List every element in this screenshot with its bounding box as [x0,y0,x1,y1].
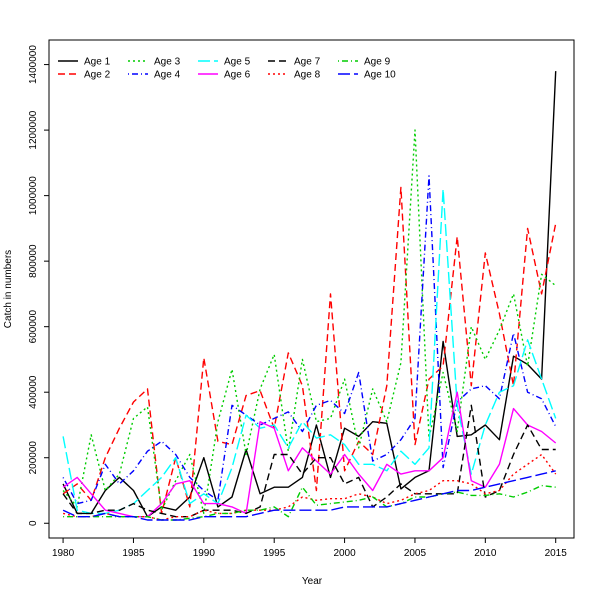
x-axis-label: Year [302,576,323,587]
legend-label: Age 7 [294,57,321,68]
series-line-age-1 [62,71,557,518]
legend-label: Age 5 [224,57,251,68]
y-axis-label: Catch in numbers [3,250,14,328]
x-tick-label: 1985 [122,548,145,559]
series-line-age-3 [62,129,557,515]
series-line-age-7 [62,404,556,518]
series-line-age-10 [62,470,556,521]
y-tick-label: 0 [28,520,39,526]
series-line-age-4 [62,175,557,505]
y-tick-label: 800000 [28,244,39,278]
series-line-age-2 [62,186,557,515]
y-axis: 0 200000 400000 600000 800000 1000000 1200000 1… [28,45,49,526]
plot-frame [48,39,575,539]
x-tick-label: 2000 [333,548,356,559]
legend-label: Age 6 [224,70,251,81]
y-tick-label: 200000 [28,441,39,475]
x-axis: 1980 1985 1990 1995 2000 2005 2010 2015 [52,538,567,559]
legend-label: Age 2 [84,70,111,81]
legend-label: Age 8 [294,70,321,81]
y-tick-label: 400000 [28,375,39,409]
y-tick-label: 1400000 [28,45,39,84]
x-tick-label: 2010 [474,548,497,559]
legend-label: Age 1 [84,57,111,68]
series-line-age-5 [62,188,557,515]
x-tick-label: 2005 [404,548,427,559]
y-tick-label: 1000000 [28,176,39,215]
legend: Age 1 Age 2 Age 3 Age 4 Age 5 Age 6 Age 7 Age 8… [58,57,396,81]
legend-label: Age 4 [154,70,181,81]
y-tick-label: 1200000 [28,110,39,149]
legend-label: Age 3 [154,57,181,68]
x-tick-label: 1995 [263,548,286,559]
y-tick-label: 600000 [28,310,39,344]
legend-label: Age 9 [364,57,391,68]
series-layer [62,71,557,521]
series-line-age-9 [63,484,556,521]
x-tick-label: 1980 [52,548,75,559]
x-tick-label: 1990 [193,548,216,559]
x-tick-label: 2015 [545,548,568,559]
legend-label: Age 10 [364,70,396,81]
